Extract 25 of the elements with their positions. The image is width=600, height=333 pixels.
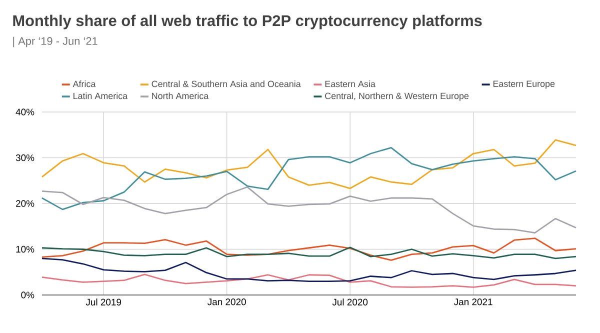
legend-label: Africa [72,80,96,88]
line-series [41,274,577,288]
legend-label: Eastern Asia [325,80,376,88]
line-series [41,238,577,261]
legend-label: Latin America [74,92,128,100]
y-tick-label: 30% [16,154,34,162]
line-series [41,139,577,190]
x-tick-label: Jan 2021 [454,298,492,306]
line-series [41,186,577,234]
x-tick-label: Jul 2020 [332,298,368,306]
chart-subtitle: | Apr ‘19 - Jun ‘21 [13,36,98,48]
y-tick-label: 10% [16,246,34,253]
x-tick-label: Jan 2020 [208,298,246,306]
legend-label: North America [152,92,209,100]
line-series [41,246,577,260]
line-series [41,146,577,210]
legend-label: Central & Southern Asia and Oceania [152,80,301,88]
chart-title: Monthly share of all web traffic to P2P cryptocurrency platforms [13,14,482,30]
line-series [41,258,577,282]
y-tick-label: 0% [21,292,34,298]
legend-label: Eastern Europe [493,80,555,89]
y-tick-label: 20% [16,200,34,207]
x-tick-label: Jul 2019 [86,298,122,306]
legend-label: Central, Northern & Western Europe [325,92,469,101]
y-tick-label: 40% [16,108,34,116]
